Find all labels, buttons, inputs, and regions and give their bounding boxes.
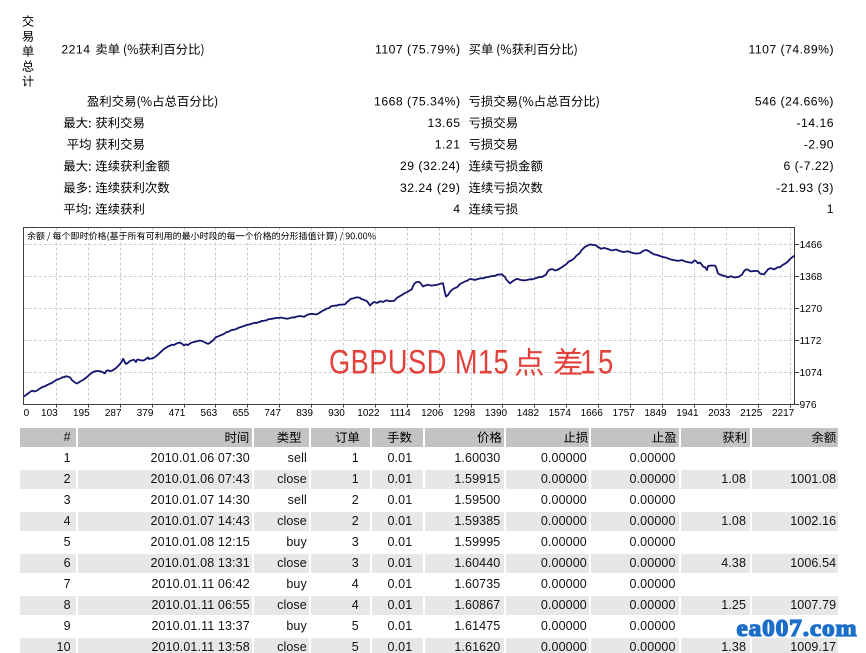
svg-text:1466: 1466 (800, 240, 823, 251)
svg-text:1666: 1666 (581, 408, 604, 419)
svg-text:ea007.com: ea007.com (737, 616, 858, 642)
svg-text:-14.16: -14.16 (796, 116, 834, 130)
svg-text:1482: 1482 (517, 408, 540, 419)
svg-text:0: 0 (24, 408, 30, 419)
svg-text:15: 15 (580, 342, 616, 381)
svg-text:2214: 2214 (61, 42, 90, 56)
svg-text:1172: 1172 (800, 336, 822, 347)
svg-text:1270: 1270 (800, 304, 823, 315)
svg-text:976: 976 (800, 400, 817, 411)
svg-text:13.65: 13.65 (428, 116, 461, 130)
svg-text:1.21: 1.21 (435, 137, 461, 151)
svg-text:471: 471 (169, 408, 186, 419)
svg-text:4: 4 (453, 202, 460, 216)
svg-text:-2.90: -2.90 (804, 137, 834, 151)
svg-text:29 (32.24): 29 (32.24) (400, 159, 461, 173)
svg-text:103: 103 (41, 408, 58, 419)
svg-text:6 (-7.22): 6 (-7.22) (783, 159, 834, 173)
svg-text:1390: 1390 (485, 408, 508, 419)
svg-text:1206: 1206 (421, 408, 444, 419)
svg-text:1941: 1941 (676, 408, 699, 419)
svg-text:747: 747 (264, 408, 281, 419)
svg-text:195: 195 (73, 408, 90, 419)
svg-text:1298: 1298 (453, 408, 476, 419)
svg-text:1107 (75.79%): 1107 (75.79%) (375, 42, 461, 56)
svg-text:-21.93 (3): -21.93 (3) (776, 181, 834, 195)
svg-text:1022: 1022 (357, 408, 380, 419)
svg-text:32.24 (29): 32.24 (29) (400, 181, 461, 195)
svg-text:1849: 1849 (644, 408, 667, 419)
svg-text:1107 (74.89%): 1107 (74.89%) (748, 42, 834, 56)
svg-text:287: 287 (105, 408, 122, 419)
svg-text:2033: 2033 (708, 408, 731, 419)
svg-text:1074: 1074 (800, 368, 823, 379)
svg-text:GBPUSD M15: GBPUSD M15 (329, 342, 509, 381)
svg-text:379: 379 (137, 408, 154, 419)
svg-text:563: 563 (201, 408, 218, 419)
svg-text:1574: 1574 (549, 408, 572, 419)
svg-text:1: 1 (827, 202, 834, 216)
svg-text:655: 655 (232, 408, 249, 419)
svg-text:1668 (75.34%): 1668 (75.34%) (374, 94, 460, 108)
svg-text:1368: 1368 (800, 272, 823, 283)
svg-text:839: 839 (296, 408, 313, 419)
svg-text:546 (24.66%): 546 (24.66%) (755, 94, 834, 108)
svg-text:930: 930 (328, 408, 345, 419)
svg-text:1114: 1114 (390, 408, 411, 419)
svg-text:1757: 1757 (612, 408, 635, 419)
svg-text:2217: 2217 (772, 408, 795, 419)
svg-text:2125: 2125 (740, 408, 763, 419)
